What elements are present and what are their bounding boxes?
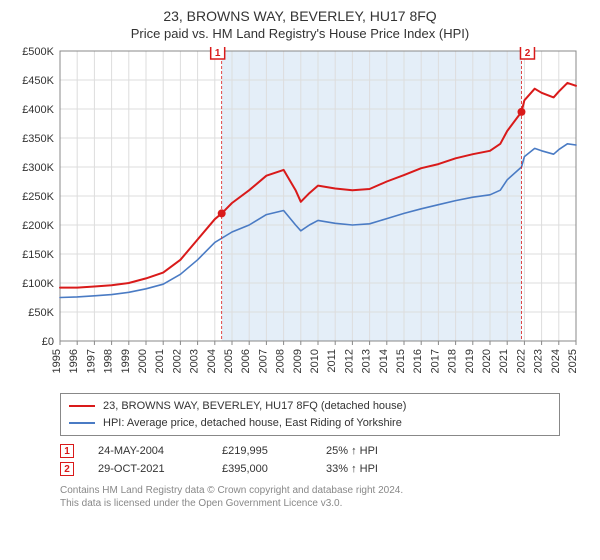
legend-box: 23, BROWNS WAY, BEVERLEY, HU17 8FQ (deta… xyxy=(60,393,560,436)
legend-label: 23, BROWNS WAY, BEVERLEY, HU17 8FQ (deta… xyxy=(103,398,406,415)
x-tick-label: 2018 xyxy=(447,349,459,373)
legend-swatch xyxy=(69,405,95,407)
sale-marker-flag-label: 2 xyxy=(525,48,531,59)
x-tick-label: 2016 xyxy=(412,349,424,373)
x-tick-label: 2003 xyxy=(189,349,201,373)
legend-label: HPI: Average price, detached house, East… xyxy=(103,415,402,432)
legend-row: HPI: Average price, detached house, East… xyxy=(69,415,551,432)
chart-plot: £0 £50K £100K £150K £200K £250K £300K £350K £400… xyxy=(10,47,590,387)
y-tick-label: £350K xyxy=(22,133,54,145)
sale-point-price: £395,000 xyxy=(222,463,302,475)
x-tick-label: 2025 xyxy=(567,349,579,373)
x-tick-label: 2020 xyxy=(481,349,493,373)
x-tick-label: 1995 xyxy=(51,349,63,373)
footer-attribution: Contains HM Land Registry data © Crown c… xyxy=(60,484,560,510)
x-tick-label: 2000 xyxy=(137,349,149,373)
x-tick-label: 1998 xyxy=(103,349,115,373)
x-tick-label: 2017 xyxy=(429,349,441,373)
x-tick-label: 2010 xyxy=(309,349,321,373)
x-tick-label: 1999 xyxy=(120,349,132,373)
sale-marker-flag-label: 1 xyxy=(215,48,221,59)
sale-points-area: 1 24-MAY-2004 £219,995 25% ↑ HPI 2 29-OCT-202… xyxy=(10,440,590,478)
chart-svg: £0 £50K £100K £150K £200K £250K £300K £350K £400… xyxy=(10,47,590,387)
y-tick-label: £50K xyxy=(28,307,54,319)
sale-point-price: £219,995 xyxy=(222,445,302,457)
chart-container: 23, BROWNS WAY, BEVERLEY, HU17 8FQ Price… xyxy=(0,0,600,560)
x-tick-label: 2023 xyxy=(533,349,545,373)
x-tick-label: 2022 xyxy=(515,349,527,373)
y-tick-label: £300K xyxy=(22,162,54,174)
chart-title: 23, BROWNS WAY, BEVERLEY, HU17 8FQ xyxy=(10,8,590,24)
y-tick-label: £0 xyxy=(42,336,54,348)
x-tick-label: 1997 xyxy=(85,349,97,373)
title-area: 23, BROWNS WAY, BEVERLEY, HU17 8FQ Price… xyxy=(10,8,590,47)
y-tick-label: £400K xyxy=(22,104,54,116)
x-tick-label: 2005 xyxy=(223,349,235,373)
x-tick-label: 1996 xyxy=(68,349,80,373)
y-tick-label: £450K xyxy=(22,75,54,87)
x-tick-label: 2012 xyxy=(343,349,355,373)
x-tick-label: 2013 xyxy=(361,349,373,373)
y-tick-label: £250K xyxy=(22,191,54,203)
x-tick-label: 2008 xyxy=(275,349,287,373)
sale-point-badge: 2 xyxy=(60,462,74,476)
sale-point-date: 24-MAY-2004 xyxy=(98,445,198,457)
x-tick-label: 2014 xyxy=(378,349,390,373)
sale-point-row: 2 29-OCT-2021 £395,000 33% ↑ HPI xyxy=(60,462,560,476)
sale-point-pct: 33% ↑ HPI xyxy=(326,463,406,475)
y-tick-label: £500K xyxy=(22,47,54,58)
x-tick-label: 2006 xyxy=(240,349,252,373)
footer-line-1: Contains HM Land Registry data © Crown c… xyxy=(60,484,560,497)
y-tick-label: £100K xyxy=(22,278,54,290)
x-tick-label: 2009 xyxy=(292,349,304,373)
y-tick-label: £150K xyxy=(22,249,54,261)
x-tick-label: 2024 xyxy=(550,349,562,373)
x-tick-label: 2004 xyxy=(206,349,218,373)
legend-swatch xyxy=(69,422,95,424)
legend-row: 23, BROWNS WAY, BEVERLEY, HU17 8FQ (deta… xyxy=(69,398,551,415)
x-tick-label: 2019 xyxy=(464,349,476,373)
chart-subtitle: Price paid vs. HM Land Registry's House … xyxy=(10,26,590,41)
x-tick-label: 2021 xyxy=(498,349,510,373)
sale-point-date: 29-OCT-2021 xyxy=(98,463,198,475)
x-tick-label: 2011 xyxy=(326,349,338,373)
sale-point-row: 1 24-MAY-2004 £219,995 25% ↑ HPI xyxy=(60,444,560,458)
y-tick-label: £200K xyxy=(22,220,54,232)
x-tick-label: 2007 xyxy=(257,349,269,373)
x-tick-label: 2015 xyxy=(395,349,407,373)
sale-point-pct: 25% ↑ HPI xyxy=(326,445,406,457)
x-tick-label: 2002 xyxy=(171,349,183,373)
footer-line-2: This data is licensed under the Open Gov… xyxy=(60,497,560,510)
sale-point-badge: 1 xyxy=(60,444,74,458)
x-tick-label: 2001 xyxy=(154,349,166,373)
